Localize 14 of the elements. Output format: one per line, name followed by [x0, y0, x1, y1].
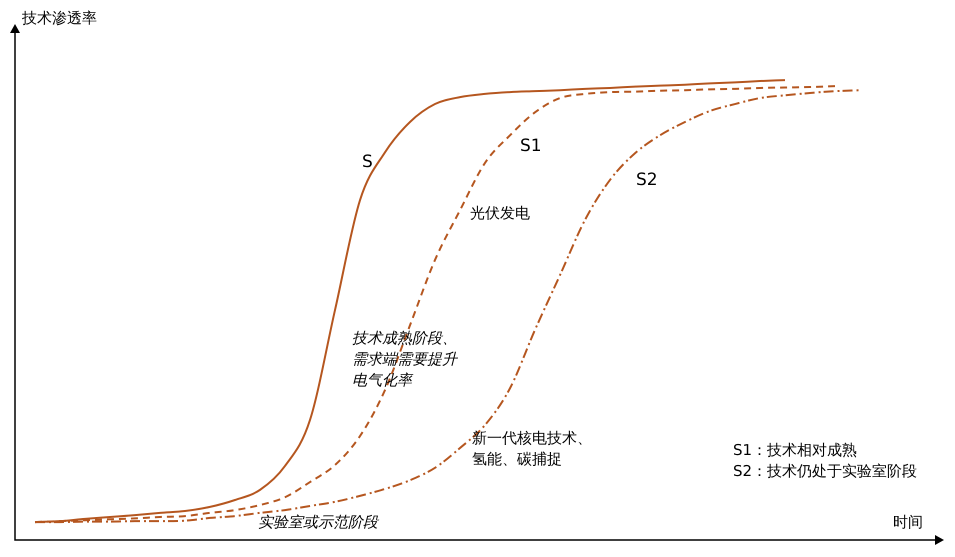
- annotation: 需求端需要提升: [352, 349, 457, 370]
- annotation: 新一代核电技术、: [472, 428, 592, 449]
- annotation: S2：技术仍处于实验室阶段: [733, 461, 918, 482]
- y-axis-title: 技术渗透率: [22, 8, 97, 29]
- annotation: 实验室或示范阶段: [258, 512, 378, 533]
- annotation: 光伏发电: [470, 203, 530, 224]
- annotation: S1：技术相对成熟: [733, 440, 858, 461]
- series-label: S: [362, 152, 373, 173]
- series-label: S1: [520, 136, 542, 157]
- series-label: S2: [636, 170, 658, 191]
- annotation: 氢能、碳捕捉: [472, 449, 562, 470]
- annotation: 电气化率: [352, 370, 412, 391]
- annotation: 技术成熟阶段、: [352, 328, 457, 349]
- x-axis-title: 时间: [893, 512, 923, 533]
